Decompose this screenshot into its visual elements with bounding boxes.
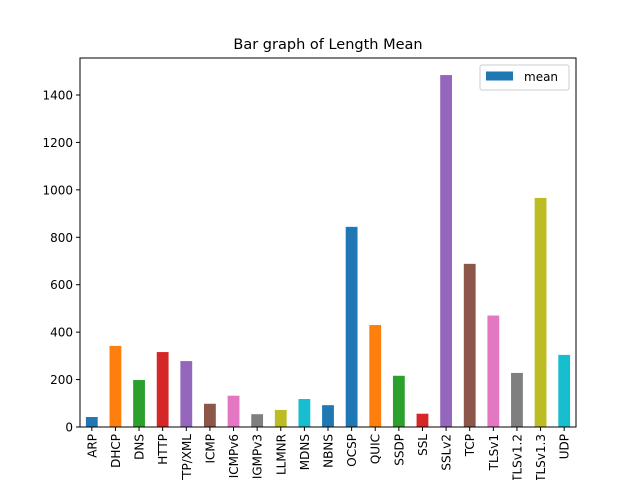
x-tick-label: TLSv1: [487, 434, 501, 471]
legend-label: mean: [524, 70, 558, 84]
bar-nbns: [322, 405, 334, 427]
bar-arp: [85, 417, 98, 427]
y-tick-label: 0: [65, 421, 73, 435]
x-tick-label: IGMPv3: [251, 434, 265, 479]
x-tick-label: TCP: [463, 434, 477, 457]
bar-ssl: [416, 413, 429, 427]
x-tick-label: MDNS: [298, 434, 312, 470]
legend: mean: [479, 64, 570, 91]
x-tick-label: SSDP: [392, 434, 406, 466]
x-tick-label: LLMNR: [274, 434, 288, 475]
bar-http: [156, 352, 169, 427]
plot-frame: [79, 57, 577, 428]
y-tick-label: 800: [50, 231, 73, 245]
bar-tlsv1-2: [511, 372, 523, 427]
x-tick-label: DNS: [133, 434, 147, 460]
bar-icmp: [204, 403, 216, 427]
y-tick-label: 400: [50, 326, 73, 340]
bar-dns: [133, 380, 145, 427]
bar-mdns: [298, 399, 311, 427]
x-tick-label: ICMP: [203, 434, 217, 464]
x-tick-label: SSL: [416, 434, 430, 456]
y-tick-label: 1400: [42, 88, 73, 102]
x-tick-label: UDP: [558, 434, 572, 459]
x-tick-label: DHCP: [109, 434, 123, 468]
x-tick-label: ARP: [85, 434, 99, 458]
x-tick-label: HTTP/XML: [180, 434, 194, 480]
y-tick-label: 200: [50, 373, 73, 387]
bar-igmpv3: [251, 414, 264, 427]
chart-title: Bar graph of Length Mean: [233, 37, 422, 53]
legend-swatch: [486, 71, 513, 81]
y-tick-label: 1200: [42, 136, 73, 150]
legend-box: [479, 64, 570, 91]
x-tick-label: QUIC: [369, 434, 383, 464]
x-tick-label: SSLv2: [440, 434, 454, 471]
bar-ocsp: [345, 226, 358, 427]
bar-ssdp: [392, 375, 405, 427]
bar-dhcp: [109, 345, 122, 427]
x-tick-label: TLSv1.3: [534, 434, 548, 480]
bar-tlsv1-3: [534, 197, 547, 427]
x-tick-label: NBNS: [322, 434, 336, 468]
bar-quic: [369, 325, 382, 427]
bar-sslv2: [440, 75, 452, 427]
bar-tlsv1: [487, 315, 500, 427]
x-tick-label: OCSP: [345, 434, 359, 467]
x-tick-label: ICMPv6: [227, 434, 241, 478]
bar-llmnr: [274, 409, 287, 427]
bar-http-xml: [180, 361, 193, 427]
x-tick-label: TLSv1.2: [510, 434, 524, 480]
bar-icmpv6: [227, 395, 240, 427]
y-tick-label: 600: [50, 278, 73, 292]
bar-tcp: [463, 263, 476, 427]
y-tick-label: 1000: [42, 183, 73, 197]
x-tick-label: HTTP: [156, 434, 170, 465]
bar-udp: [558, 354, 571, 427]
